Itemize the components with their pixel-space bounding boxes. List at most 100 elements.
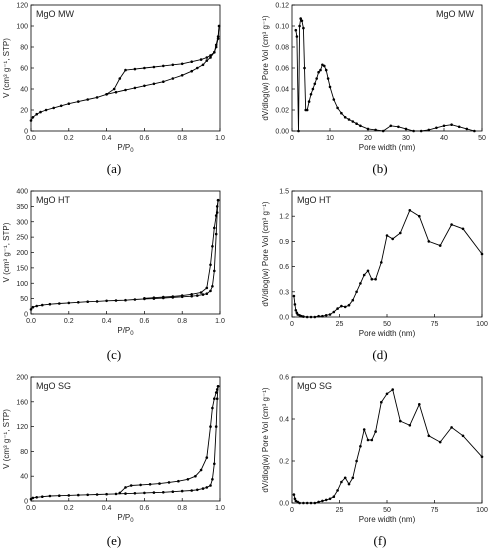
x-tick-label: 20	[364, 135, 372, 142]
y-tick-label: 200	[16, 250, 28, 257]
data-point	[52, 106, 55, 110]
y-axis-label: dV/dlog(w) Pore Vol (cm³ g⁻¹)	[261, 201, 270, 306]
x-tick-label: 50	[383, 507, 391, 514]
x-tick-label: 30	[402, 135, 410, 142]
data-point	[105, 492, 108, 496]
data-point	[293, 303, 297, 306]
data-point	[41, 303, 44, 307]
data-point	[442, 124, 446, 128]
data-point	[480, 455, 484, 459]
panel-title: MgO MW	[36, 9, 75, 19]
data-point	[300, 19, 304, 23]
data-point	[340, 480, 343, 484]
data-point	[438, 440, 442, 444]
panel-title: MgO HT	[36, 195, 71, 205]
data-point	[450, 426, 453, 429]
data-point	[457, 125, 461, 129]
y-axis-label: V (cm³ g⁻¹, STP)	[2, 38, 11, 98]
data-point	[162, 491, 165, 494]
panel-title: MgO MW	[436, 9, 475, 19]
data-point	[328, 85, 332, 89]
data-point	[129, 484, 133, 487]
data-point	[162, 64, 165, 68]
plot-frame	[30, 376, 221, 502]
data-point	[211, 245, 214, 248]
data-point	[58, 494, 61, 498]
x-tick-label: 0.4	[102, 318, 112, 325]
data-point	[186, 478, 190, 481]
data-point	[205, 292, 209, 296]
x-axis-label: Pore width (nm)	[359, 515, 416, 524]
data-point	[41, 495, 44, 499]
data-point	[324, 68, 328, 72]
data-point	[315, 77, 319, 80]
data-point	[114, 299, 118, 302]
x-tick-label: 0.0	[26, 135, 36, 142]
series-line	[30, 200, 219, 310]
data-point	[465, 127, 469, 131]
plot-frame	[30, 4, 221, 132]
plot-frame	[291, 190, 483, 318]
data-point	[215, 205, 219, 208]
y-tick-label: 100	[16, 281, 28, 288]
data-point	[305, 108, 309, 112]
y-tick-label: 0.4	[279, 417, 289, 424]
data-point	[480, 252, 484, 256]
data-point	[35, 112, 38, 116]
y-tick-label: 0.12	[275, 3, 289, 10]
data-point	[391, 237, 395, 241]
x-tick-label: 100	[476, 507, 488, 514]
data-point	[319, 68, 322, 72]
panel-a: 0.0 0.2 0.4 0.6 0.8 1.0 0 20 40 60 80 100 120 P/P0 V (…	[2, 3, 225, 155]
x-tick-label: 0.4	[102, 505, 112, 512]
y-tick-label: 0.6	[279, 375, 289, 382]
data-point	[294, 28, 298, 32]
data-point	[336, 106, 339, 110]
data-point	[321, 499, 324, 503]
x-tick-label: 0.2	[64, 505, 74, 512]
plot-frame	[291, 376, 483, 504]
data-point	[143, 66, 146, 70]
panel-caption: (e)	[107, 533, 121, 548]
data-point	[213, 269, 216, 273]
x-tick-label: 1.0	[215, 505, 225, 512]
data-point	[419, 129, 423, 133]
y-tick-label: 150	[16, 265, 28, 272]
panel-title: MgO SG	[297, 381, 332, 391]
data-point	[171, 77, 175, 80]
panel-f: 0 25 50 75 100 0.0 0.2 0.4 0.6 Pore width (nm) dV/…	[261, 375, 488, 525]
data-point	[216, 385, 220, 388]
data-point	[374, 430, 377, 433]
data-point	[381, 129, 385, 133]
data-point	[190, 69, 193, 73]
x-tick-label: 0.8	[177, 135, 187, 142]
data-point	[461, 227, 465, 231]
data-point	[359, 124, 362, 128]
data-point	[205, 486, 209, 489]
data-point	[328, 313, 332, 316]
series-line	[30, 25, 220, 121]
x-tick-label: 1.0	[215, 318, 225, 325]
data-point	[351, 120, 355, 123]
x-tick-label: 10	[326, 135, 334, 142]
data-point	[370, 277, 374, 281]
x-axis-label: P/P0	[117, 326, 134, 337]
data-point	[298, 501, 301, 505]
data-point	[196, 66, 199, 70]
data-point	[295, 35, 299, 38]
y-tick-label: 60	[20, 66, 28, 73]
y-tick-label: 0.00	[275, 129, 289, 136]
data-point	[143, 84, 146, 88]
data-point	[336, 489, 339, 492]
data-point	[209, 484, 212, 487]
data-point	[67, 301, 71, 305]
data-point	[124, 68, 127, 72]
data-point	[302, 315, 305, 318]
data-point	[412, 129, 415, 133]
data-point	[213, 226, 216, 230]
panel-caption: (a)	[107, 161, 121, 176]
y-tick-label: 350	[16, 204, 28, 211]
data-point	[31, 305, 35, 309]
data-point	[366, 127, 370, 131]
data-point	[296, 500, 300, 504]
